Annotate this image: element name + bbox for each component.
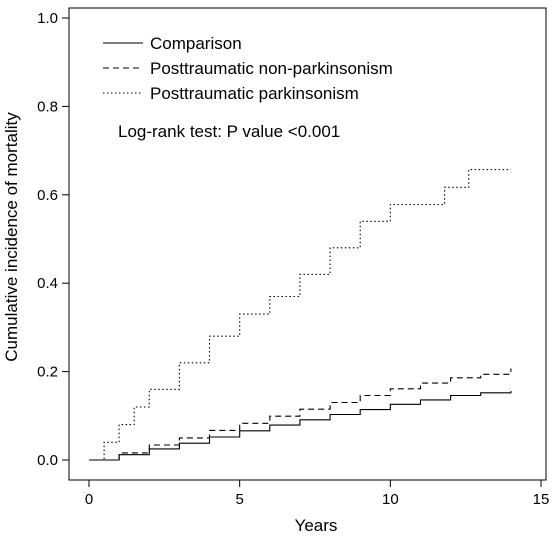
- y-tick-label: 1.0: [37, 10, 58, 27]
- legend-label: Posttraumatic non-parkinsonism: [150, 59, 393, 78]
- y-axis: 0.0 0.2 0.4 0.6 0.8 1.0: [37, 10, 69, 469]
- y-tick-label: 0.8: [37, 98, 58, 115]
- series-layer: [89, 169, 512, 461]
- legend-label: Comparison: [150, 34, 242, 53]
- legend: Comparison Posttraumatic non-parkinsonism…: [103, 34, 393, 103]
- y-tick-label: 0.6: [37, 187, 58, 204]
- plot-border: [68, 7, 547, 481]
- x-tick-label: 10: [382, 491, 399, 508]
- y-tick-label: 0.2: [37, 364, 58, 381]
- series-line-3: [89, 169, 511, 461]
- y-axis-title: Cumulative incidence of mortality: [2, 112, 21, 362]
- x-tick-label: 0: [85, 491, 93, 508]
- y-tick-label: 0.4: [37, 275, 58, 292]
- plot-area: [68, 7, 547, 481]
- x-axis: 0 5 10 15: [85, 480, 550, 508]
- log-rank-annotation: Log-rank test: P value <0.001: [118, 122, 340, 141]
- legend-label: Posttraumatic parkinsonism: [150, 84, 359, 103]
- series-line-2: [89, 368, 512, 461]
- series-line-1: [89, 391, 512, 461]
- x-tick-label: 15: [533, 491, 550, 508]
- x-tick-label: 5: [235, 491, 243, 508]
- x-axis-title: Years: [295, 516, 338, 535]
- y-tick-label: 0.0: [37, 452, 58, 469]
